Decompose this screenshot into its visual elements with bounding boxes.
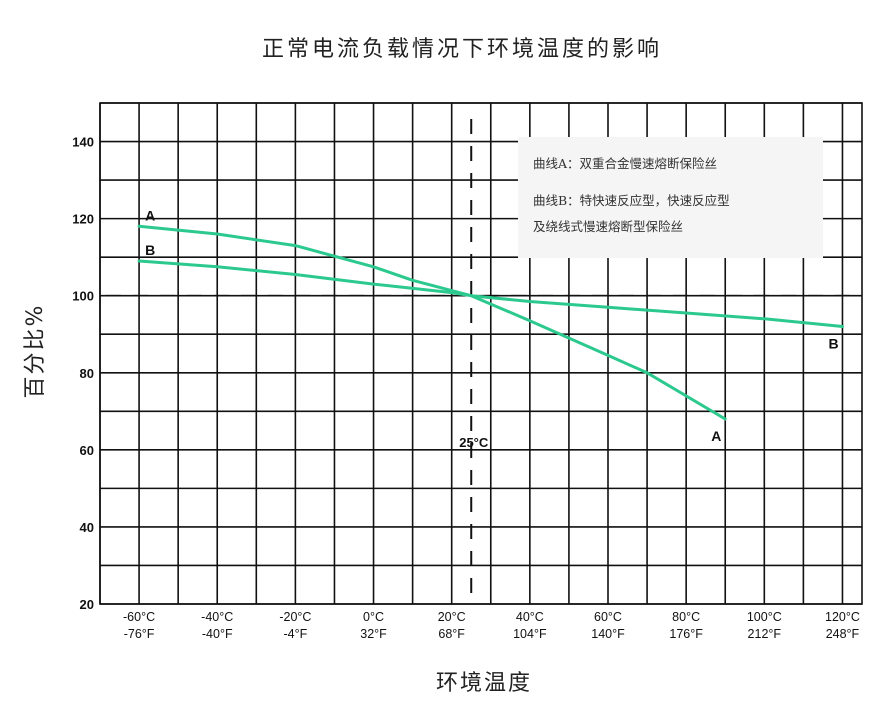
y-tick-label: 20 xyxy=(80,597,94,612)
x-axis-title: 环境温度 xyxy=(436,671,532,696)
x-tick-label-celsius: 100°C xyxy=(747,610,782,624)
x-tick-label-fahrenheit: 32°F xyxy=(360,627,387,641)
legend-line-b-cont: 及绕线式慢速熔断型保险丝 xyxy=(533,219,683,234)
y-tick-labels: 20 40 60 80 100 120 140 xyxy=(72,135,94,612)
x-tick-label-celsius: -20°C xyxy=(279,610,311,624)
y-tick-label: 80 xyxy=(80,366,94,381)
series-line-a xyxy=(137,224,727,421)
x-tick-label-fahrenheit: 68°F xyxy=(438,627,465,641)
x-tick-label-fahrenheit: -40°F xyxy=(202,627,233,641)
series-label-end-b: B xyxy=(828,336,838,352)
y-axis-title: 百分比% xyxy=(23,304,48,399)
y-tick-label: 120 xyxy=(72,212,94,227)
plot-frame xyxy=(99,102,863,605)
legend: 曲线A：双重合金慢速熔断保险丝 曲线B：特快速反应型，快速反应型 及绕线式慢速熔… xyxy=(518,137,823,258)
x-tick-label-celsius: 120°C xyxy=(825,610,860,624)
x-tick-label-celsius: 40°C xyxy=(516,610,544,624)
series-line-b xyxy=(137,259,844,328)
x-tick-label-fahrenheit: 212°F xyxy=(748,627,782,641)
x-tick-label-celsius: -60°C xyxy=(123,610,155,624)
y-tick-label: 60 xyxy=(80,443,94,458)
legend-background xyxy=(518,137,823,258)
x-tick-label-celsius: 80°C xyxy=(672,610,700,624)
series-label-start-a: A xyxy=(145,207,155,223)
y-tick-label: 140 xyxy=(72,135,94,150)
x-tick-label-fahrenheit: 104°F xyxy=(513,627,547,641)
series-label-start-b: B xyxy=(145,242,155,258)
legend-line-b: 曲线B：特快速反应型，快速反应型 xyxy=(533,193,730,208)
x-tick-label-celsius: 60°C xyxy=(594,610,622,624)
reference-label-25c: 25°C xyxy=(459,435,489,450)
y-tick-label: 40 xyxy=(80,520,94,535)
x-tick-label-fahrenheit: 140°F xyxy=(591,627,625,641)
x-tick-label-celsius: 20°C xyxy=(438,610,466,624)
y-tick-label: 100 xyxy=(72,289,94,304)
x-tick-label-fahrenheit: -76°F xyxy=(124,627,155,641)
x-tick-label-celsius: -40°C xyxy=(201,610,233,624)
x-tick-label-fahrenheit: -4°F xyxy=(284,627,308,641)
x-tick-label-fahrenheit: 248°F xyxy=(826,627,860,641)
x-tick-label-fahrenheit: 176°F xyxy=(669,627,703,641)
series-label-end-a: A xyxy=(711,428,721,444)
reference-lines: 25°C xyxy=(106,119,856,600)
chart-title: 正常电流负载情况下环境温度的影响 xyxy=(262,37,662,62)
series-lines xyxy=(137,224,844,421)
x-tick-label-celsius: 0°C xyxy=(363,610,384,624)
x-tick-labels: -60°C -76°F -40°C -40°F -20°C -4°F 0°C 32°F 20°C… xyxy=(123,610,860,641)
legend-line-a: 曲线A：双重合金慢速熔断保险丝 xyxy=(533,156,717,171)
series-labels: A A B B xyxy=(145,207,839,444)
